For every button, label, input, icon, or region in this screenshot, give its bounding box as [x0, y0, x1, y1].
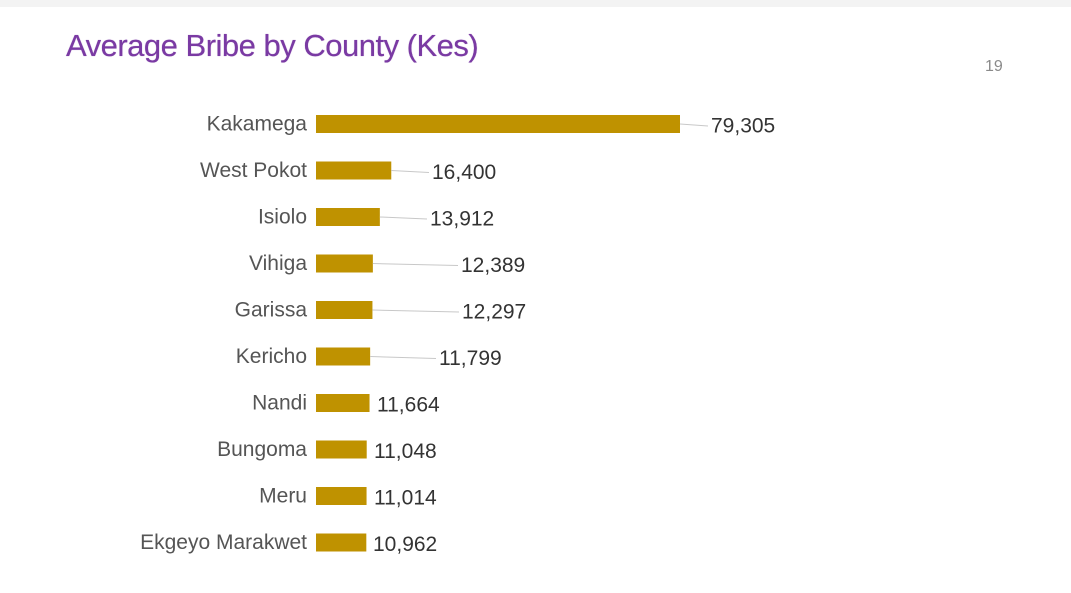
bar — [316, 161, 392, 180]
category-label: Vihiga — [249, 252, 307, 275]
category-label: Bungoma — [217, 438, 307, 461]
category-label: Ekgeyo Marakwet — [140, 531, 307, 554]
category-label: Kakamega — [207, 113, 308, 136]
page-number: 19 — [985, 58, 1003, 75]
bar — [316, 533, 367, 552]
value-label: 16,400 — [432, 161, 496, 184]
leader-line — [372, 263, 459, 266]
bar — [316, 115, 680, 133]
leader-line — [379, 216, 428, 220]
value-label: 12,389 — [461, 254, 525, 277]
leader-line — [372, 309, 460, 313]
value-label: 11,014 — [374, 487, 437, 510]
value-label: 11,048 — [374, 440, 437, 463]
bar — [316, 347, 371, 366]
value-label: 12,297 — [462, 301, 526, 324]
category-label: Nandi — [252, 392, 307, 415]
bar — [316, 301, 373, 319]
top-strip — [0, 0, 1071, 7]
bar — [316, 394, 370, 412]
value-label: 79,305 — [711, 115, 775, 138]
value-label: 10,962 — [373, 533, 437, 556]
bar — [316, 208, 380, 226]
leader-line — [370, 356, 437, 359]
category-label: Meru — [259, 485, 307, 508]
category-label: Isiolo — [258, 206, 307, 229]
value-label: 13,912 — [430, 208, 494, 231]
value-label: 11,799 — [439, 347, 502, 370]
leader-line — [391, 170, 430, 173]
leader-line — [679, 123, 709, 127]
value-label: 11,664 — [377, 394, 440, 417]
bar — [316, 440, 367, 459]
category-label: West Pokot — [200, 159, 307, 182]
slide-title: Average Bribe by County (Kes) — [66, 28, 479, 63]
bar — [316, 487, 367, 505]
bar — [316, 254, 373, 273]
category-label: Kericho — [236, 345, 307, 368]
category-label: Garissa — [235, 299, 308, 322]
